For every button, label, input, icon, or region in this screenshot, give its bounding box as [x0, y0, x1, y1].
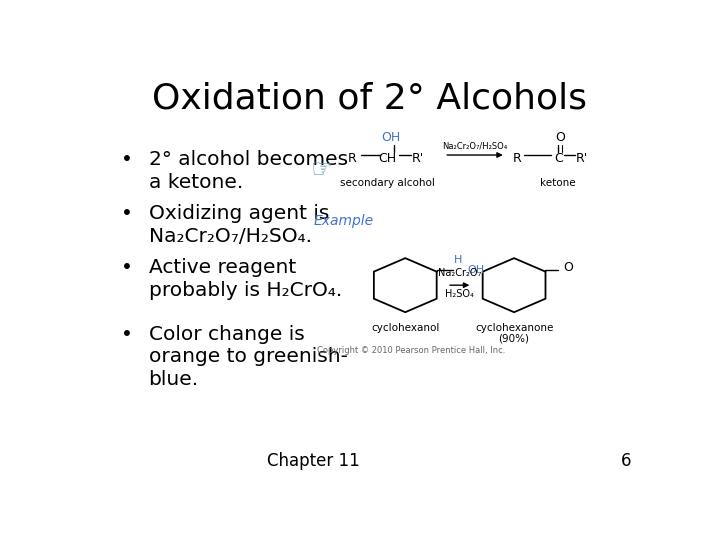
- Text: O: O: [555, 131, 564, 144]
- Text: 2° alcohol becomes
a ketone.: 2° alcohol becomes a ketone.: [148, 150, 348, 192]
- Text: Na₂Cr₂O₇/H₂SO₄: Na₂Cr₂O₇/H₂SO₄: [442, 141, 508, 150]
- Text: •: •: [121, 204, 132, 223]
- Text: H₂SO₄: H₂SO₄: [445, 288, 474, 299]
- Text: OH: OH: [382, 131, 401, 144]
- Text: secondary alcohol: secondary alcohol: [340, 178, 435, 188]
- Text: Example: Example: [313, 214, 374, 228]
- Text: R: R: [348, 152, 356, 165]
- Text: OH: OH: [467, 266, 485, 275]
- Text: ketone: ketone: [540, 178, 576, 188]
- Text: (90%): (90%): [498, 334, 530, 344]
- Text: cyclohexanone: cyclohexanone: [475, 322, 553, 333]
- Text: CH: CH: [378, 152, 396, 165]
- Text: ☞: ☞: [310, 159, 333, 183]
- Text: Color change is
orange to greenish-
blue.: Color change is orange to greenish- blue…: [148, 325, 348, 389]
- Text: Na₂Cr₂O₇: Na₂Cr₂O₇: [438, 268, 482, 278]
- Text: •: •: [121, 150, 132, 169]
- Text: H: H: [454, 255, 462, 265]
- Text: R': R': [411, 152, 423, 165]
- Text: •: •: [121, 258, 132, 277]
- Text: C: C: [554, 152, 562, 165]
- Text: R: R: [513, 152, 521, 165]
- Text: Oxidizing agent is
Na₂Cr₂O₇/H₂SO₄.: Oxidizing agent is Na₂Cr₂O₇/H₂SO₄.: [148, 204, 329, 246]
- Text: •: •: [121, 325, 132, 343]
- Text: 6: 6: [621, 452, 631, 470]
- Text: cyclohexanol: cyclohexanol: [371, 322, 439, 333]
- Text: Copyright © 2010 Pearson Prentice Hall, Inc.: Copyright © 2010 Pearson Prentice Hall, …: [317, 346, 505, 355]
- Text: Active reagent
probably is H₂CrO₄.: Active reagent probably is H₂CrO₄.: [148, 258, 342, 300]
- Text: O: O: [563, 261, 573, 274]
- Text: R': R': [576, 152, 588, 165]
- Text: Chapter 11: Chapter 11: [267, 452, 359, 470]
- Text: Oxidation of 2° Alcohols: Oxidation of 2° Alcohols: [151, 82, 587, 116]
